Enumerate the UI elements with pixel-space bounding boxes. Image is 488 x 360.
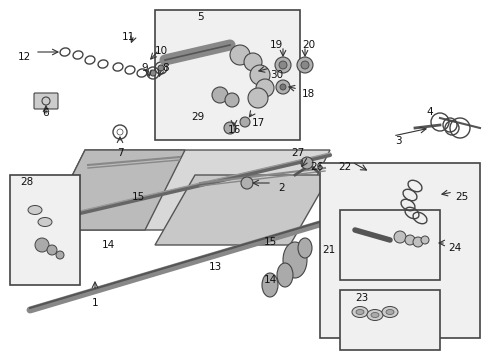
Text: 25: 25 bbox=[454, 192, 468, 202]
Circle shape bbox=[412, 237, 422, 247]
Circle shape bbox=[244, 53, 262, 71]
Circle shape bbox=[224, 122, 236, 134]
Bar bbox=[339, 210, 439, 280]
Circle shape bbox=[256, 79, 273, 97]
Text: 27: 27 bbox=[291, 148, 304, 158]
Bar bbox=[155, 10, 299, 140]
Ellipse shape bbox=[262, 273, 278, 297]
Text: 9: 9 bbox=[141, 63, 148, 73]
Circle shape bbox=[280, 84, 285, 90]
Text: 29: 29 bbox=[191, 112, 204, 122]
Text: 24: 24 bbox=[447, 243, 460, 253]
Text: 22: 22 bbox=[337, 162, 350, 172]
Circle shape bbox=[35, 238, 49, 252]
Ellipse shape bbox=[38, 217, 52, 226]
Text: 18: 18 bbox=[302, 89, 315, 99]
Text: 2: 2 bbox=[278, 183, 284, 193]
Ellipse shape bbox=[283, 242, 306, 278]
Circle shape bbox=[296, 57, 312, 73]
Text: 26: 26 bbox=[309, 162, 323, 172]
FancyBboxPatch shape bbox=[34, 93, 58, 109]
Bar bbox=[319, 163, 479, 338]
Circle shape bbox=[158, 65, 163, 71]
Ellipse shape bbox=[370, 312, 378, 318]
Text: 10: 10 bbox=[155, 46, 168, 56]
Circle shape bbox=[229, 45, 249, 65]
Ellipse shape bbox=[355, 310, 363, 315]
Circle shape bbox=[301, 61, 308, 69]
Text: 16: 16 bbox=[227, 125, 240, 135]
Text: 17: 17 bbox=[251, 118, 264, 128]
Circle shape bbox=[241, 177, 252, 189]
Circle shape bbox=[274, 57, 290, 73]
Circle shape bbox=[279, 61, 286, 69]
Text: 28: 28 bbox=[20, 177, 33, 187]
Text: 21: 21 bbox=[321, 245, 335, 255]
Text: 13: 13 bbox=[208, 262, 221, 272]
Text: 12: 12 bbox=[18, 52, 31, 62]
Circle shape bbox=[47, 245, 57, 255]
Text: 23: 23 bbox=[354, 293, 367, 303]
Circle shape bbox=[224, 93, 239, 107]
Text: 6: 6 bbox=[42, 108, 49, 118]
Ellipse shape bbox=[381, 306, 397, 318]
Text: 11: 11 bbox=[121, 32, 134, 42]
Circle shape bbox=[249, 65, 269, 85]
Circle shape bbox=[212, 87, 227, 103]
Circle shape bbox=[275, 80, 289, 94]
Text: 1: 1 bbox=[92, 298, 98, 308]
Bar bbox=[339, 290, 439, 350]
Text: 30: 30 bbox=[269, 70, 283, 80]
Circle shape bbox=[56, 251, 64, 259]
Text: 3: 3 bbox=[394, 136, 401, 146]
Circle shape bbox=[150, 70, 156, 76]
Ellipse shape bbox=[385, 310, 393, 315]
Circle shape bbox=[247, 88, 267, 108]
Text: 5: 5 bbox=[196, 12, 203, 22]
Text: 15: 15 bbox=[263, 237, 276, 247]
Text: 7: 7 bbox=[117, 148, 123, 158]
Circle shape bbox=[404, 235, 414, 245]
Polygon shape bbox=[45, 150, 329, 230]
Ellipse shape bbox=[28, 206, 42, 215]
Text: 15: 15 bbox=[131, 192, 144, 202]
Ellipse shape bbox=[366, 310, 382, 320]
Polygon shape bbox=[155, 175, 329, 245]
Bar bbox=[10, 175, 80, 285]
Ellipse shape bbox=[351, 306, 367, 318]
Circle shape bbox=[420, 236, 428, 244]
Circle shape bbox=[393, 231, 405, 243]
Text: 8: 8 bbox=[162, 63, 168, 73]
Ellipse shape bbox=[297, 238, 311, 258]
Text: 19: 19 bbox=[269, 40, 283, 50]
Text: 20: 20 bbox=[302, 40, 314, 50]
Ellipse shape bbox=[276, 263, 292, 287]
Circle shape bbox=[240, 117, 249, 127]
Text: 4: 4 bbox=[426, 107, 432, 117]
Text: 14: 14 bbox=[101, 240, 114, 250]
Circle shape bbox=[301, 157, 312, 169]
Text: 14: 14 bbox=[263, 275, 276, 285]
Polygon shape bbox=[45, 150, 184, 230]
